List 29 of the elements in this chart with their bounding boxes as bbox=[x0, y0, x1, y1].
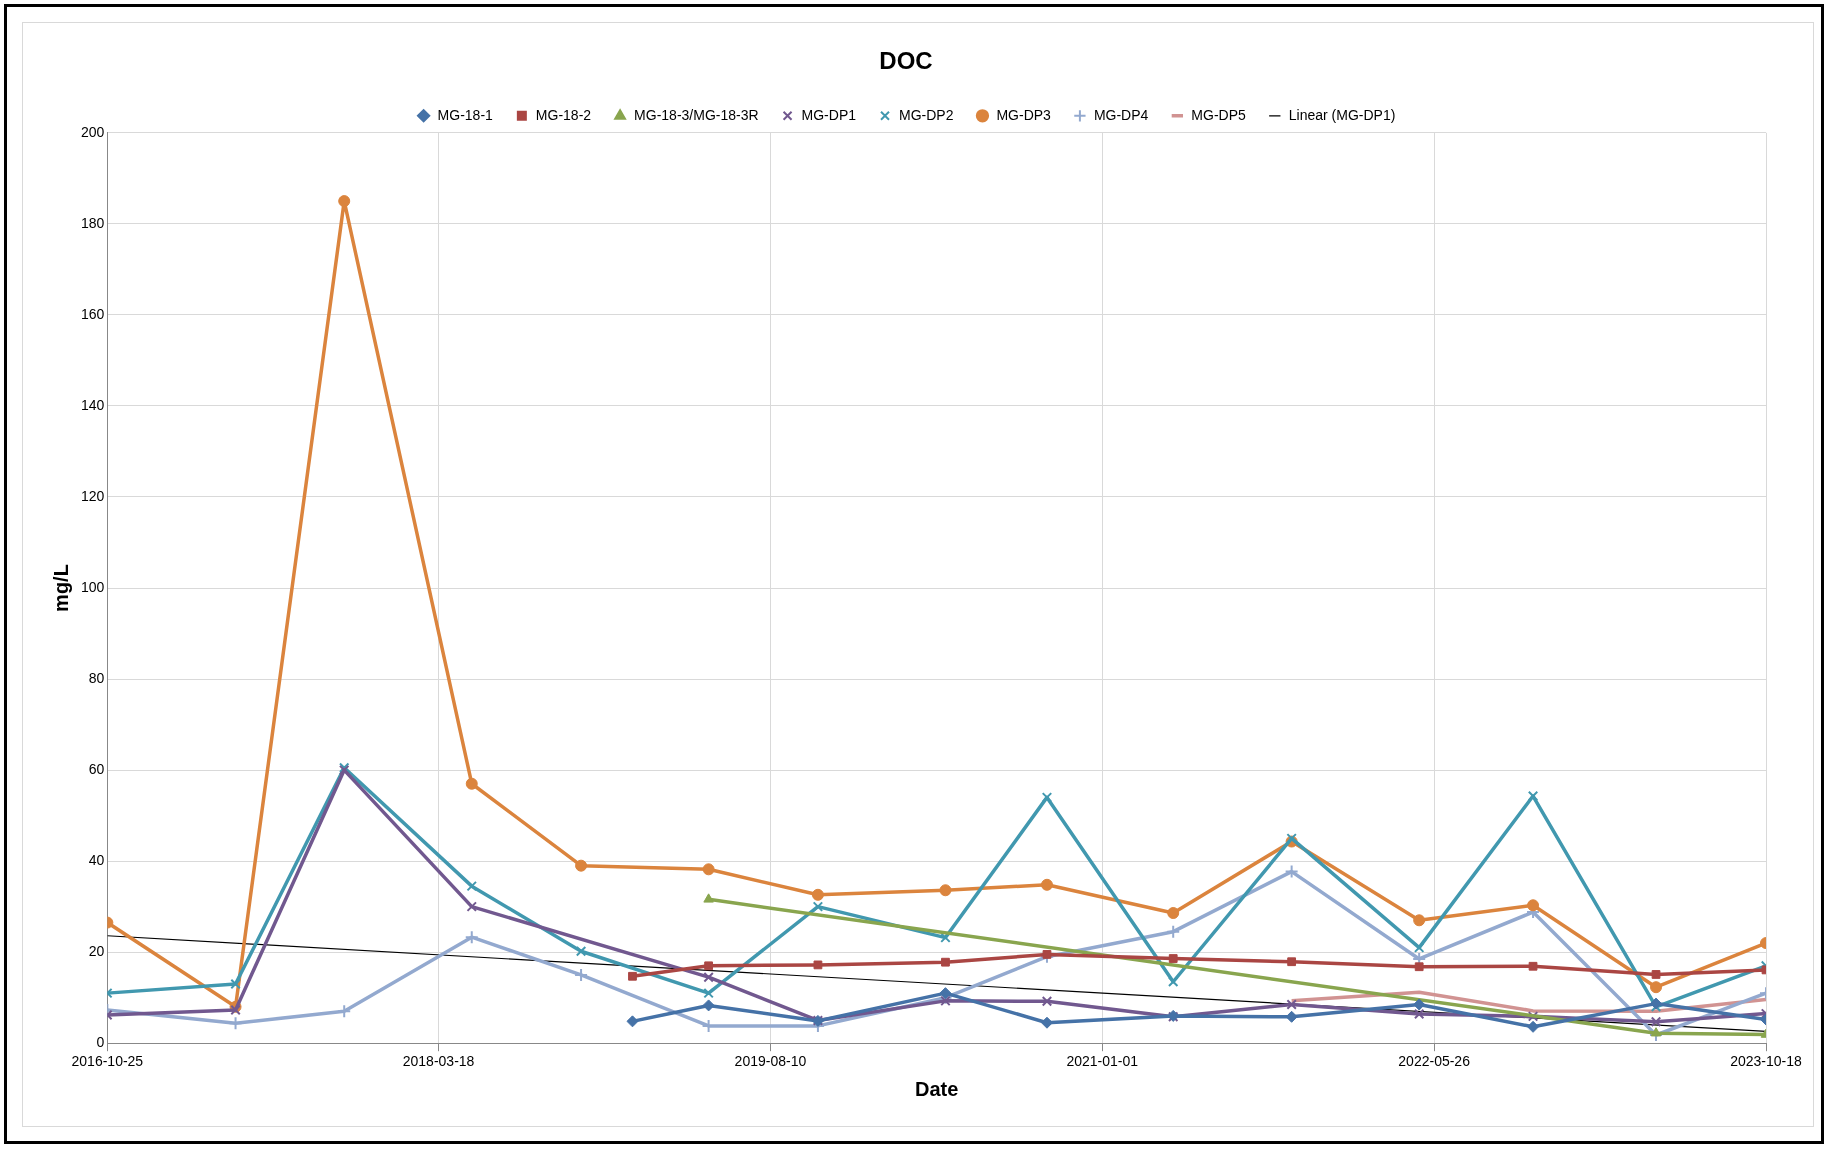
y-tick-label: 0 bbox=[96, 1034, 105, 1051]
legend-label: MG-DP3 bbox=[996, 106, 1052, 123]
legend-label: MG-DP5 bbox=[1191, 106, 1247, 123]
x-tick-label: 2021-01-01 bbox=[1066, 1053, 1139, 1070]
y-tick-label: 120 bbox=[81, 487, 105, 504]
legend-label: MG-18-1 bbox=[437, 106, 494, 123]
y-tick-label: 40 bbox=[88, 851, 105, 868]
y-tick-label: 140 bbox=[81, 396, 105, 413]
legend-label: MG-DP2 bbox=[899, 106, 954, 123]
y-axis-title: mg/L bbox=[49, 564, 72, 612]
chart-title: DOC bbox=[879, 47, 933, 75]
legend-label: MG-18-2 bbox=[535, 106, 592, 123]
y-tick-label: 160 bbox=[81, 305, 105, 322]
legend-label: MG-18-3/MG-18-3R bbox=[634, 106, 759, 123]
x-tick-label: 2016-10-25 bbox=[71, 1053, 144, 1070]
x-tick-label: 2023-10-18 bbox=[1730, 1053, 1803, 1070]
x-tick-label: 2019-08-10 bbox=[734, 1053, 807, 1070]
legend-label: Linear (MG-DP1) bbox=[1288, 106, 1396, 123]
y-tick-label: 100 bbox=[81, 578, 105, 595]
y-tick-label: 80 bbox=[88, 669, 105, 686]
y-tick-label: 200 bbox=[81, 123, 105, 140]
x-tick-label: 2018-03-18 bbox=[402, 1053, 475, 1070]
x-axis-title: Date bbox=[915, 1077, 959, 1100]
y-tick-label: 60 bbox=[88, 760, 105, 777]
y-tick-label: 180 bbox=[81, 214, 105, 231]
legend-label: MG-DP4 bbox=[1093, 106, 1149, 123]
y-tick-label: 20 bbox=[88, 943, 105, 960]
legend-label: MG-DP1 bbox=[801, 106, 857, 123]
x-tick-label: 2022-05-26 bbox=[1398, 1053, 1471, 1070]
